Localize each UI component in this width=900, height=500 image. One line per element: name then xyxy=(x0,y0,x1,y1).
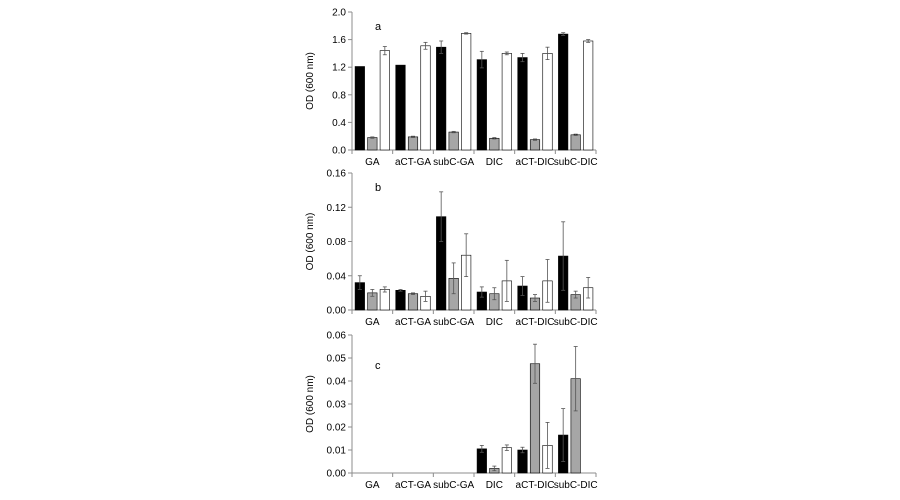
y-tick-label: 0.8 xyxy=(332,90,346,101)
y-tick-label: 0.08 xyxy=(327,237,347,248)
x-tick-label: GA xyxy=(365,157,380,168)
bar-series-2 xyxy=(407,293,419,311)
x-tick-label: subC-GA xyxy=(433,317,474,328)
x-tick-label: subC-DIC xyxy=(554,317,598,328)
y-tick-label: 0.12 xyxy=(327,203,347,214)
x-tick-label: DIC xyxy=(486,317,503,328)
chart-panel-b: 0.00 0.04 0.08 0.12 0.16 GA aCT-GA subC-GA DIC aC… xyxy=(305,169,598,329)
x-tick-label: aCT-DIC xyxy=(516,157,555,168)
y-tick-label: 0.02 xyxy=(327,423,347,434)
y-tick-label: 0.4 xyxy=(332,118,346,129)
y-tick-label: 0.04 xyxy=(327,377,347,388)
bar-series-1 xyxy=(558,33,569,151)
bar-series-2 xyxy=(407,136,419,151)
y-axis-title: OD (600 nm) xyxy=(305,213,316,271)
bar-series-1 xyxy=(395,64,406,151)
x-tick-label: DIC xyxy=(486,480,503,491)
bar-series-2 xyxy=(489,137,500,151)
y-tick-label: 0.00 xyxy=(327,306,347,317)
x-tick-label: subC-GA xyxy=(433,480,474,491)
panel-label: c xyxy=(375,360,381,372)
y-tick-label: 2.0 xyxy=(332,8,346,19)
bar-series-1 xyxy=(354,66,365,151)
y-tick-label: 0.04 xyxy=(327,271,347,282)
y-axis-title: OD (600 nm) xyxy=(305,52,316,110)
y-tick-label: 0.0 xyxy=(332,146,346,157)
x-tick-label: aCT-DIC xyxy=(516,317,555,328)
x-tick-label: subC-DIC xyxy=(554,157,598,168)
bar-series-3 xyxy=(542,53,553,151)
y-tick-label: 0.16 xyxy=(327,169,347,180)
y-axis-title: OD (600 nm) xyxy=(305,375,316,433)
y-tick-label: 0.00 xyxy=(327,469,347,480)
x-tick-label: DIC xyxy=(486,157,503,168)
bar-series-1 xyxy=(517,57,528,151)
bar-series-3 xyxy=(379,289,390,311)
bar-series-2 xyxy=(367,137,378,151)
bar-series-1 xyxy=(395,290,406,311)
bar-series-3 xyxy=(461,33,472,151)
panel-label: b xyxy=(375,182,381,194)
x-tick-label: aCT-GA xyxy=(395,317,431,328)
y-tick-label: 0.01 xyxy=(327,446,347,457)
chart-panel-a: 0.0 0.4 0.8 1.2 1.6 2.0 GA aCT-GA subC-GA DIC aCT-… xyxy=(305,8,598,169)
x-tick-label: aCT-GA xyxy=(395,157,431,168)
bar-series-3 xyxy=(501,53,512,151)
bar-series-3 xyxy=(501,447,512,474)
x-tick-label: GA xyxy=(365,480,380,491)
x-tick-label: GA xyxy=(365,317,380,328)
bar-series-1 xyxy=(476,59,487,151)
bar-series-2 xyxy=(448,131,459,151)
x-tick-label: aCT-GA xyxy=(395,480,431,491)
panel-label: a xyxy=(375,21,382,33)
x-tick-label: subC-DIC xyxy=(554,480,598,491)
bar-series-2 xyxy=(529,139,541,151)
bar-series-3 xyxy=(379,50,390,151)
bar-series-2 xyxy=(570,134,581,151)
y-tick-label: 1.6 xyxy=(332,35,346,46)
y-tick-label: 0.05 xyxy=(327,354,347,365)
bar-series-3 xyxy=(420,45,431,151)
y-tick-label: 0.06 xyxy=(327,331,347,342)
x-tick-label: subC-GA xyxy=(433,157,474,168)
x-tick-label: aCT-DIC xyxy=(516,480,555,491)
bar-series-1 xyxy=(517,449,528,474)
bar-series-1 xyxy=(436,46,447,151)
y-tick-label: 0.03 xyxy=(327,400,347,411)
y-tick-label: 1.2 xyxy=(332,63,346,74)
bar-series-3 xyxy=(583,40,594,151)
